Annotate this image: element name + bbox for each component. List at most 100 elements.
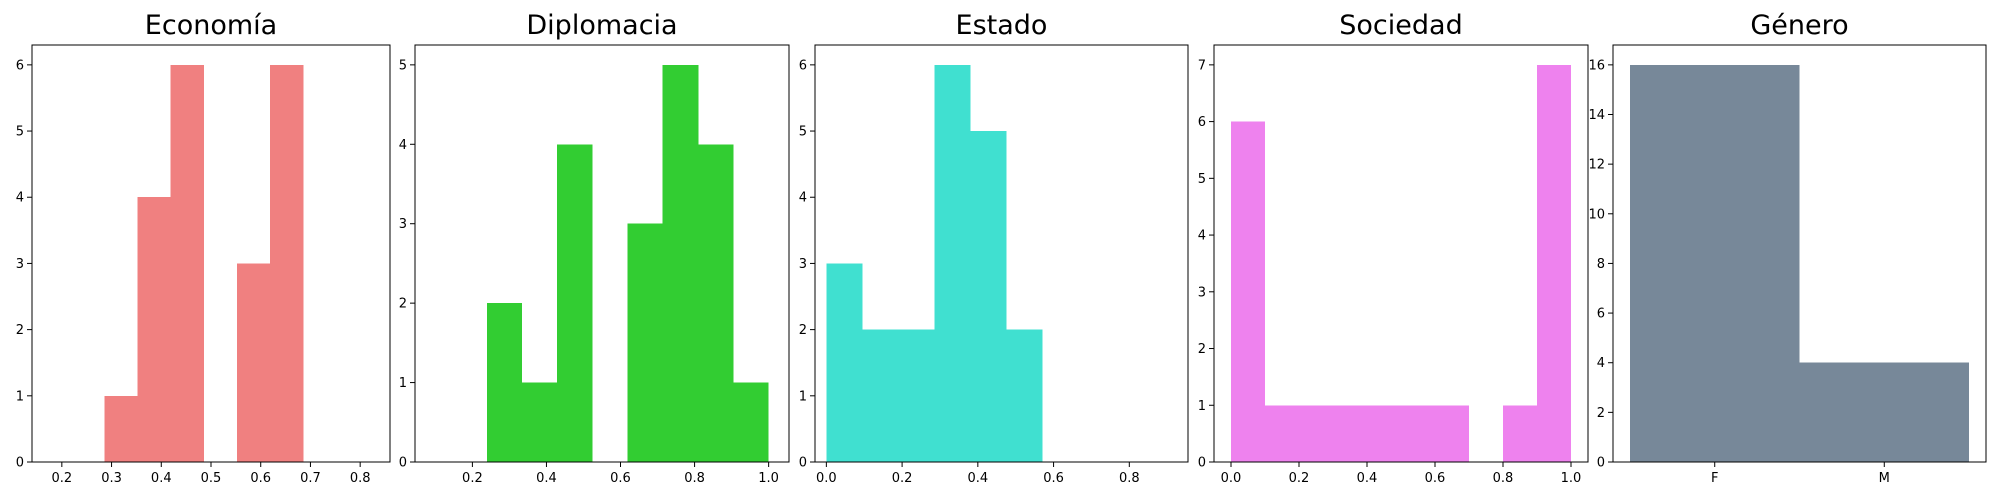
y-tick-label: 6 [799, 58, 807, 73]
panel-4: Sociedad 0.0 0.2 0.4 0.6 0.8 1.0 0 1 2 3 4 5 6 7 [1198, 10, 1589, 486]
x-tick-label: 0.0 [816, 471, 837, 486]
x-tick-label: 0.8 [684, 471, 705, 486]
y-tick-label: 1 [16, 389, 24, 404]
y-tick-label: 3 [1198, 285, 1206, 300]
x-tick-label: 0.6 [1043, 471, 1064, 486]
y-tick-label: 4 [1597, 356, 1605, 371]
x-tick-label: 0.8 [1119, 471, 1140, 486]
histogram-bar [1333, 405, 1367, 462]
x-tick-label: 0.6 [250, 471, 271, 486]
y-tick-label: 0 [799, 456, 807, 471]
x-tick-label: 0.6 [610, 471, 631, 486]
y-tick-label: 7 [1198, 58, 1206, 73]
histogram-bar [662, 64, 699, 462]
histogram-bar [733, 382, 769, 462]
histogram-bar [170, 64, 205, 462]
y-tick-label: 5 [1198, 172, 1206, 187]
axes-frame [1213, 44, 1589, 463]
y-tick-label: 5 [799, 125, 807, 140]
histogram-bar [934, 64, 971, 462]
y-tick-label: 5 [16, 125, 24, 140]
histogram-bar [104, 395, 138, 462]
x-tick-label: 0.4 [151, 471, 172, 486]
x-tick-label: 0.2 [892, 471, 913, 486]
histogram-bar [826, 263, 863, 462]
histogram-bar [1435, 405, 1469, 462]
y-tick-label: 4 [16, 191, 24, 206]
y-tick-label: 1 [1198, 399, 1206, 414]
x-tick-label: 0.8 [1493, 471, 1514, 486]
y-tick-label: 8 [1597, 257, 1605, 272]
y-tick-label: 2 [399, 297, 407, 312]
y-tick-label: 14 [1588, 108, 1605, 123]
x-tick-label: 1.0 [1561, 471, 1582, 486]
x-tick-label: 0.4 [1357, 471, 1378, 486]
y-tick-label: 12 [1588, 158, 1605, 173]
axes-frame [31, 44, 391, 463]
y-tick-label: 3 [399, 217, 407, 232]
y-tick-label: 5 [399, 58, 407, 73]
y-tick-label: 2 [1198, 342, 1206, 357]
histogram-bar [698, 144, 734, 463]
y-tick-label: 6 [1597, 307, 1605, 322]
panel-1: Economía 0.2 0.3 0.4 0.5 0.6 0.7 0.8 0 1 2 3 4 5 6 [16, 10, 391, 486]
x-tick-label: 0.4 [536, 471, 557, 486]
x-tick-label: F [1711, 471, 1718, 486]
panel-title: Género [1750, 10, 1848, 41]
y-tick-label: 4 [399, 138, 407, 153]
histogram-bar [137, 197, 171, 462]
histogram-bar [1799, 362, 1970, 462]
histogram-bar [1006, 329, 1043, 462]
y-tick-label: 1 [799, 389, 807, 404]
histogram-bar [270, 64, 304, 462]
histogram-bar [1231, 121, 1265, 463]
histogram-bar [522, 382, 558, 462]
x-tick-label: 0.2 [51, 471, 72, 486]
y-tick-label: 16 [1588, 58, 1605, 73]
panel-3: Estado 0.0 0.2 0.4 0.6 0.8 0 1 2 3 4 5 6 [799, 10, 1189, 486]
histogram-bar [1503, 405, 1537, 462]
panel-title: Sociedad [1339, 10, 1462, 41]
y-tick-label: 2 [1597, 406, 1605, 421]
x-tick-label: 0.2 [462, 471, 483, 486]
histogram-bar [970, 131, 1007, 463]
x-tick-label: 0.5 [201, 471, 222, 486]
histogram-bar [236, 263, 271, 462]
y-tick-label: 4 [1198, 229, 1206, 244]
axes-frame [414, 44, 790, 463]
histogram-bar [862, 329, 899, 462]
x-tick-label: 0.2 [1289, 471, 1310, 486]
axes-frame [814, 44, 1189, 463]
axes-frame [1612, 44, 1987, 463]
x-tick-label: 1.0 [758, 471, 779, 486]
y-tick-label: 0 [1597, 456, 1605, 471]
y-tick-label: 2 [799, 323, 807, 338]
histogram-bar [1265, 405, 1299, 462]
x-tick-label: M [1879, 471, 1890, 486]
x-tick-label: 0.7 [300, 471, 321, 486]
y-tick-label: 0 [1198, 456, 1206, 471]
histogram-bar [898, 329, 935, 462]
histogram-bar [1401, 405, 1435, 462]
panel-2: Diplomacia 0.2 0.4 0.6 0.8 1.0 0 1 2 3 4 5 [399, 10, 790, 486]
y-tick-label: 2 [16, 323, 24, 338]
y-tick-label: 4 [799, 191, 807, 206]
x-tick-label: 0.0 [1221, 471, 1242, 486]
y-tick-label: 0 [399, 456, 407, 471]
x-tick-label: 0.8 [350, 471, 371, 486]
y-tick-label: 3 [16, 257, 24, 272]
histogram-bar [1629, 64, 1800, 462]
histogram-bar [627, 223, 663, 462]
panel-title: Estado [956, 10, 1048, 41]
histogram-bar [1537, 64, 1571, 462]
y-tick-label: 0 [16, 456, 24, 471]
panel-title: Economía [145, 10, 277, 41]
x-tick-label: 0.6 [1425, 471, 1446, 486]
x-tick-label: 0.3 [101, 471, 122, 486]
y-tick-label: 3 [799, 257, 807, 272]
y-tick-label: 6 [16, 58, 24, 73]
y-tick-label: 6 [1198, 115, 1206, 130]
histogram-bar [557, 144, 593, 463]
panel-5: Género F M 0 2 4 6 8 10 12 14 16 [1588, 10, 1987, 486]
